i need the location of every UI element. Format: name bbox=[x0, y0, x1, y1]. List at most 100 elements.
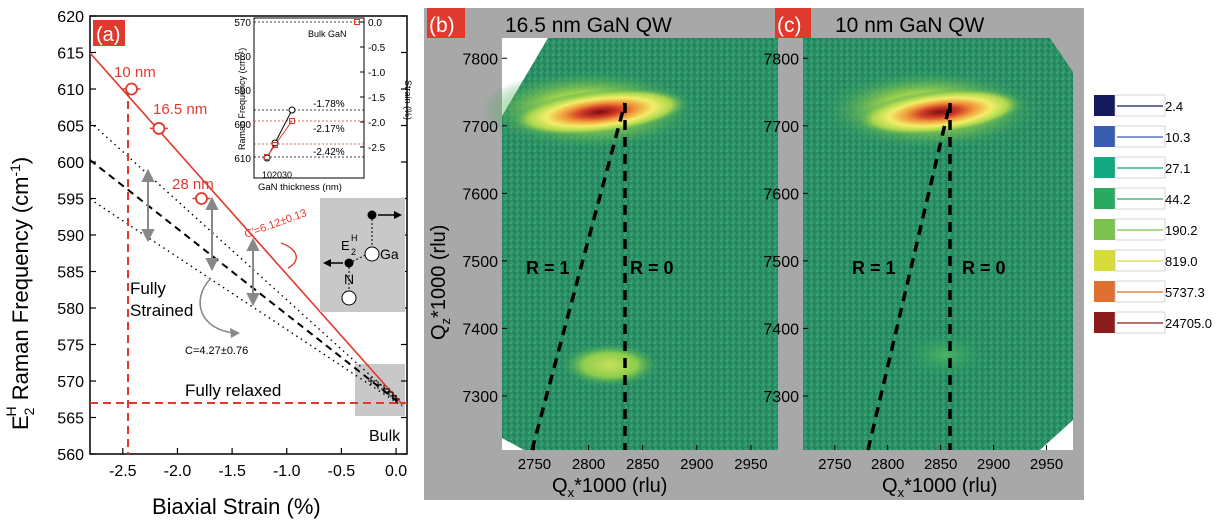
panel-b-label: (b) bbox=[429, 14, 455, 37]
heatmap-y-tick-label: 7300 bbox=[763, 389, 799, 406]
heatmap-x-tick-label: 2950 bbox=[1030, 456, 1063, 473]
legend-swatch bbox=[1094, 219, 1115, 240]
inset-y-right-tick-label: -1.0 bbox=[368, 68, 386, 79]
y-tick-label: 565 bbox=[57, 411, 84, 428]
svg-text:E2H Raman Frequency (cm-1): E2H Raman Frequency (cm-1) bbox=[3, 157, 37, 430]
bulk-label: Bulk bbox=[369, 428, 401, 445]
c-prime-pointer bbox=[280, 242, 297, 269]
inset-x-tick-label: 10 bbox=[262, 170, 272, 180]
heatmap-y-tick-label: 7400 bbox=[763, 321, 799, 338]
inset-axes bbox=[253, 17, 365, 179]
panel-a-xlabel: Biaxial Strain (%) bbox=[152, 494, 321, 519]
inset-x-tick-label: 20 bbox=[272, 170, 282, 180]
inset-ticks: 570 580 590 600 610 0.0 -0.5 -1.0 -1.5 -2.0 -2.5 10… bbox=[234, 18, 385, 180]
data-point-28nm bbox=[195, 192, 208, 205]
legend-value: 24705.0 bbox=[1165, 316, 1212, 331]
y-tick-label: 580 bbox=[57, 301, 84, 318]
heatmap-x-tick-label: 2800 bbox=[572, 456, 605, 473]
panel-b-title: 16.5 nm GaN QW bbox=[505, 14, 672, 37]
legend-value: 10.3 bbox=[1165, 130, 1190, 145]
panel-c-r1: R = 1 bbox=[852, 258, 896, 278]
n-label: N bbox=[344, 271, 354, 287]
panel-b-y-ticks: 7300 7400 7500 7600 7700 7800 bbox=[462, 51, 507, 406]
upper-dotted-bound bbox=[89, 121, 403, 405]
inset-y-tick-label: 600 bbox=[234, 120, 251, 131]
inset-y-right-tick-label: -2.0 bbox=[368, 118, 386, 129]
point-label-10nm: 10 nm bbox=[114, 64, 156, 81]
inset-y-tick-label: 590 bbox=[234, 86, 251, 97]
ga-label: Ga bbox=[380, 246, 399, 262]
y-tick-label: 585 bbox=[57, 265, 84, 282]
inset-ylabel-left: Raman Frequency (cm⁻¹) bbox=[237, 48, 247, 150]
panel-c-y-ticks: 7300 7400 7500 7600 7700 7800 bbox=[763, 51, 808, 406]
e2h-mode-schematic: Ga N E 2 H bbox=[320, 198, 405, 312]
c-pointer-arrowhead bbox=[230, 328, 240, 338]
panel-c-r0: R = 0 bbox=[962, 258, 1006, 278]
inset-strain-label-2: -2.17% bbox=[313, 124, 345, 135]
inset-bulk-label: Bulk GaN bbox=[308, 29, 347, 39]
heatmap-y-tick-label: 7800 bbox=[763, 51, 799, 68]
point-label-28nm: 28 nm bbox=[172, 176, 214, 193]
data-point-10nm bbox=[125, 82, 138, 96]
heatmap-x-tick-label: 2850 bbox=[626, 456, 659, 473]
x-tick-label: -2.5 bbox=[109, 463, 137, 480]
fit-c-label: C=4.27±0.76 bbox=[185, 345, 248, 357]
panel-a: 560565570575580585590595600605610615620 … bbox=[3, 9, 413, 519]
y-tick-label: 560 bbox=[57, 447, 84, 464]
ga-atom bbox=[364, 246, 380, 262]
panel-a-ylabel: E2H Raman Frequency (cm-1) bbox=[3, 157, 37, 430]
y-tick-label: 610 bbox=[57, 82, 84, 99]
fully-strained-label-1: Fully bbox=[130, 279, 166, 298]
x-tick-label: 0.0 bbox=[385, 463, 407, 480]
schematic-bg bbox=[320, 198, 405, 312]
inset-y-tick-label: 580 bbox=[234, 52, 251, 63]
legend-swatch bbox=[1094, 281, 1115, 302]
y-tick-label: 595 bbox=[57, 192, 84, 209]
inset-y-tick-label: 570 bbox=[234, 18, 251, 29]
panel-c-label: (c) bbox=[777, 14, 802, 37]
x-ticks: -2.5 -2.0 -1.5 -1.0 -0.5 0.0 bbox=[109, 448, 407, 480]
legend-swatch bbox=[1094, 157, 1115, 178]
spread-arrows bbox=[141, 168, 260, 307]
y-ticks: 560 565 570 575 580 585 590 595 600 605 610 615 620 bbox=[57, 9, 407, 464]
panel-b: 7300 7400 7500 7600 7700 7800 2750 2800 2850 290… bbox=[424, 8, 782, 500]
x-tick-label: -1.0 bbox=[273, 463, 301, 480]
legend-swatch bbox=[1094, 95, 1115, 116]
legend-value: 2.4 bbox=[1165, 99, 1183, 114]
bulk-region bbox=[355, 364, 405, 416]
heatmap-y-tick-label: 7400 bbox=[462, 321, 498, 338]
legend-value: 44.2 bbox=[1165, 192, 1190, 207]
y-tick-label: 590 bbox=[57, 228, 84, 245]
inset-y-tick-label: 610 bbox=[234, 154, 251, 165]
legend-value: 5737.3 bbox=[1165, 285, 1205, 300]
inset-xlabel: GaN thickness (nm) bbox=[258, 182, 342, 193]
panel-c-x-ticks: 2750 2800 2850 2900 2950 bbox=[818, 445, 1063, 473]
inset-y-right-tick-label: -1.5 bbox=[368, 93, 386, 104]
panel-c-title: 10 nm GaN QW bbox=[835, 14, 985, 37]
panel-b-label-bg bbox=[427, 8, 465, 38]
fully-relaxed-label: Fully relaxed bbox=[185, 381, 281, 400]
panel-c-label-bg bbox=[775, 8, 811, 38]
legend-value: 819.0 bbox=[1165, 254, 1198, 269]
heatmap-x-tick-label: 2750 bbox=[818, 456, 851, 473]
legend-swatch bbox=[1094, 126, 1115, 147]
n-atom-top bbox=[367, 210, 377, 220]
fit-c-prime-label: C'=6.12±0.13 bbox=[243, 207, 308, 241]
mode-sup-label: H bbox=[351, 233, 358, 243]
inset-y-right-tick-label: -0.5 bbox=[368, 43, 386, 54]
legend-swatch bbox=[1094, 250, 1115, 271]
legend-value: 27.1 bbox=[1165, 161, 1190, 176]
heatmap-x-tick-label: 2750 bbox=[518, 456, 551, 473]
panel-b-r1: R = 1 bbox=[526, 258, 570, 278]
panel-b-r0: R = 0 bbox=[630, 258, 674, 278]
heatmap-y-tick-label: 7600 bbox=[763, 186, 799, 203]
qw-peak-b bbox=[560, 343, 660, 387]
panel-b-xlabel: Qx*1000 (rlu) bbox=[552, 475, 667, 500]
r1-line-b bbox=[530, 102, 627, 451]
heatmap-x-tick-label: 2900 bbox=[977, 456, 1010, 473]
inset-point-28nm bbox=[288, 106, 296, 114]
n-atom bbox=[344, 258, 354, 268]
lower-dotted-bound bbox=[89, 198, 403, 407]
inset-strain-label-1: -1.78% bbox=[313, 99, 345, 110]
